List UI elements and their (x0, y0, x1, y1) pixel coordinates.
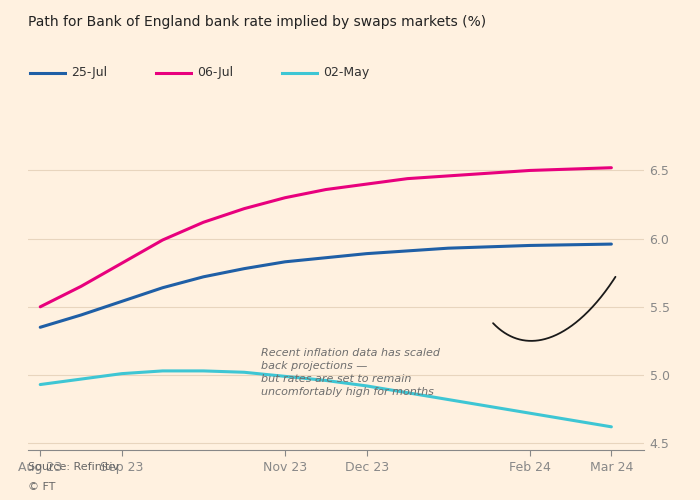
Text: 06-Jul: 06-Jul (197, 66, 234, 79)
Text: © FT: © FT (28, 482, 55, 492)
Text: Source: Refinitiv: Source: Refinitiv (28, 462, 119, 472)
Text: 02-May: 02-May (323, 66, 370, 79)
Text: Recent inflation data has scaled
back projections —
but rates are set to remain
: Recent inflation data has scaled back pr… (260, 348, 440, 398)
Text: Path for Bank of England bank rate implied by swaps markets (%): Path for Bank of England bank rate impli… (28, 15, 486, 29)
Text: 25-Jul: 25-Jul (71, 66, 108, 79)
